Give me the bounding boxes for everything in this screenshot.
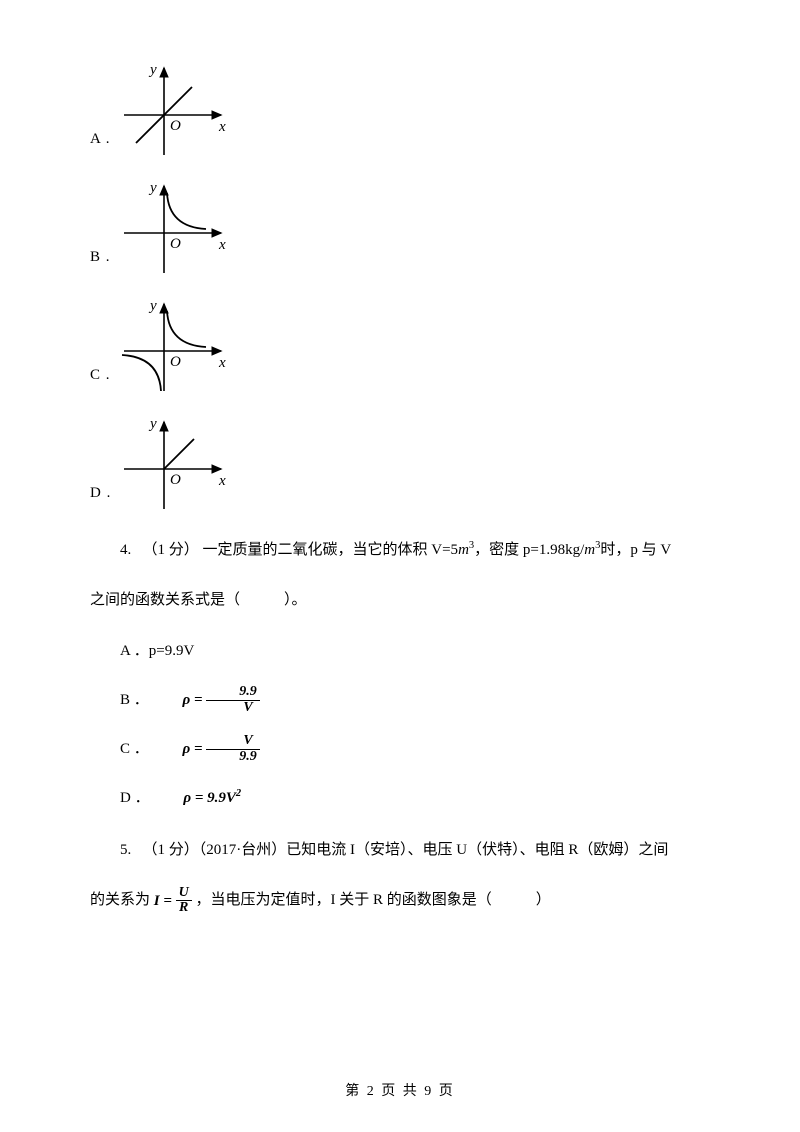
graph-linear_q1: y x O <box>119 414 229 514</box>
svg-text:x: x <box>218 355 226 371</box>
page-content: A . y x O B . y x O C . y <box>0 0 800 973</box>
option-d: D . y x O <box>90 414 710 514</box>
svg-text:O: O <box>170 354 181 370</box>
svg-text:x: x <box>218 473 226 489</box>
q5-stem: 5. （1 分）（2017·台州）已知电流 I（安培）、电压 U（伏特）、电阻 … <box>90 832 710 868</box>
option-a: A . y x O <box>90 60 710 160</box>
svg-text:O: O <box>170 236 181 252</box>
q4-opt-d: D ． ρ = 9.9V2 <box>90 779 710 818</box>
svg-text:y: y <box>148 62 157 78</box>
svg-text:y: y <box>148 416 157 432</box>
q4-opt-c: C ． ρ = V9.9 <box>90 730 710 769</box>
option-d-label: D . <box>90 477 111 514</box>
graph-hyperbola_q1q3: y x O <box>119 296 229 396</box>
svg-text:x: x <box>218 119 226 135</box>
option-b: B . y x O <box>90 178 710 278</box>
page-footer: 第 2 页 共 9 页 <box>0 1077 800 1108</box>
q4-stem: 4. （1 分） 一定质量的二氧化碳，当它的体积 V=5m3，密度 p=1.98… <box>90 532 710 568</box>
svg-text:O: O <box>170 118 181 134</box>
svg-text:y: y <box>148 180 157 196</box>
q4-opt-a: A ．p=9.9V <box>90 632 710 671</box>
q4-stem2: 之间的函数关系式是（）。 <box>90 582 710 618</box>
svg-text:O: O <box>170 472 181 488</box>
q4-opt-b: B ． ρ = 9.9V <box>90 681 710 720</box>
option-a-label: A . <box>90 123 111 160</box>
svg-text:y: y <box>148 298 157 314</box>
option-c: C . y x O <box>90 296 710 396</box>
option-c-label: C . <box>90 359 111 396</box>
option-b-label: B . <box>90 241 111 278</box>
q5-stem2: 的关系为 I = UR ，当电压为定值时，I 关于 R 的函数图象是（） <box>90 882 710 919</box>
svg-text:x: x <box>218 237 226 253</box>
graph-hyperbola_q1: y x O <box>119 178 229 278</box>
graph-linear_pos: y x O <box>119 60 229 160</box>
